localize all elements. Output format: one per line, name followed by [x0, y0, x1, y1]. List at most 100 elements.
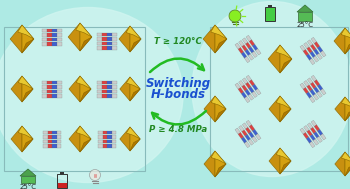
- Bar: [112, 130, 116, 134]
- Bar: [314, 132, 319, 138]
- Bar: [265, 7, 275, 21]
- Bar: [252, 136, 257, 143]
- Bar: [242, 45, 247, 51]
- Bar: [102, 94, 107, 98]
- Bar: [48, 135, 52, 139]
- Polygon shape: [80, 89, 91, 102]
- Bar: [310, 127, 316, 134]
- Bar: [52, 130, 56, 134]
- Bar: [252, 44, 258, 50]
- Bar: [238, 47, 244, 54]
- Polygon shape: [18, 126, 33, 139]
- Bar: [48, 130, 52, 134]
- Polygon shape: [11, 76, 22, 102]
- Bar: [57, 81, 62, 84]
- Bar: [311, 120, 317, 126]
- Polygon shape: [203, 25, 215, 53]
- Bar: [57, 174, 67, 188]
- Circle shape: [229, 10, 241, 22]
- Bar: [47, 29, 52, 32]
- Bar: [56, 130, 61, 134]
- Text: 25°C: 25°C: [20, 184, 36, 189]
- Bar: [310, 89, 316, 96]
- Polygon shape: [280, 109, 291, 122]
- Polygon shape: [69, 126, 80, 152]
- Bar: [102, 33, 107, 36]
- Polygon shape: [22, 25, 34, 53]
- Bar: [252, 84, 258, 91]
- Polygon shape: [345, 28, 350, 54]
- Bar: [303, 125, 309, 132]
- Polygon shape: [269, 96, 280, 122]
- Bar: [112, 46, 117, 50]
- Bar: [303, 81, 309, 87]
- Bar: [42, 37, 47, 41]
- Bar: [52, 94, 57, 98]
- Text: Switching: Switching: [146, 77, 211, 91]
- Bar: [311, 37, 317, 43]
- Polygon shape: [211, 151, 226, 164]
- Bar: [47, 42, 52, 46]
- Bar: [246, 120, 252, 126]
- Polygon shape: [130, 127, 140, 151]
- Polygon shape: [211, 96, 226, 109]
- Bar: [57, 29, 62, 32]
- Polygon shape: [130, 89, 140, 101]
- Bar: [317, 84, 323, 91]
- Bar: [249, 80, 255, 86]
- Polygon shape: [276, 96, 291, 109]
- Bar: [252, 129, 258, 136]
- Polygon shape: [120, 77, 130, 101]
- Bar: [239, 125, 244, 132]
- Bar: [97, 42, 102, 45]
- Polygon shape: [20, 169, 36, 176]
- Polygon shape: [341, 28, 350, 41]
- Bar: [309, 97, 315, 103]
- Bar: [307, 40, 313, 46]
- Bar: [57, 183, 66, 187]
- Polygon shape: [130, 39, 141, 52]
- Bar: [98, 139, 103, 143]
- Bar: [112, 144, 116, 147]
- Bar: [47, 94, 52, 98]
- Bar: [252, 91, 257, 98]
- Text: 25°C: 25°C: [296, 22, 314, 28]
- Polygon shape: [334, 28, 345, 54]
- Bar: [244, 97, 250, 103]
- Bar: [242, 130, 247, 136]
- Bar: [314, 80, 320, 86]
- Polygon shape: [119, 26, 130, 52]
- Bar: [313, 56, 319, 62]
- Polygon shape: [69, 76, 80, 102]
- Bar: [266, 8, 274, 20]
- Bar: [307, 47, 313, 53]
- Bar: [307, 78, 313, 84]
- Polygon shape: [215, 25, 227, 53]
- Bar: [47, 37, 52, 41]
- Bar: [256, 89, 261, 95]
- Polygon shape: [215, 39, 227, 53]
- Polygon shape: [22, 139, 33, 152]
- Bar: [60, 172, 64, 174]
- Polygon shape: [204, 96, 215, 122]
- Bar: [307, 85, 313, 91]
- Polygon shape: [280, 45, 292, 73]
- Bar: [56, 139, 61, 143]
- Bar: [245, 89, 251, 96]
- Bar: [300, 83, 306, 89]
- Bar: [107, 33, 112, 36]
- Bar: [248, 87, 254, 93]
- Bar: [107, 90, 112, 93]
- Text: H-bonds: H-bonds: [150, 88, 205, 101]
- Bar: [97, 94, 102, 98]
- Polygon shape: [20, 169, 36, 176]
- Bar: [241, 137, 247, 143]
- Polygon shape: [345, 152, 350, 176]
- Bar: [107, 37, 112, 40]
- Polygon shape: [269, 148, 280, 174]
- Bar: [97, 37, 102, 40]
- Bar: [56, 135, 61, 139]
- Bar: [102, 42, 107, 45]
- Bar: [57, 90, 62, 93]
- Bar: [57, 37, 62, 41]
